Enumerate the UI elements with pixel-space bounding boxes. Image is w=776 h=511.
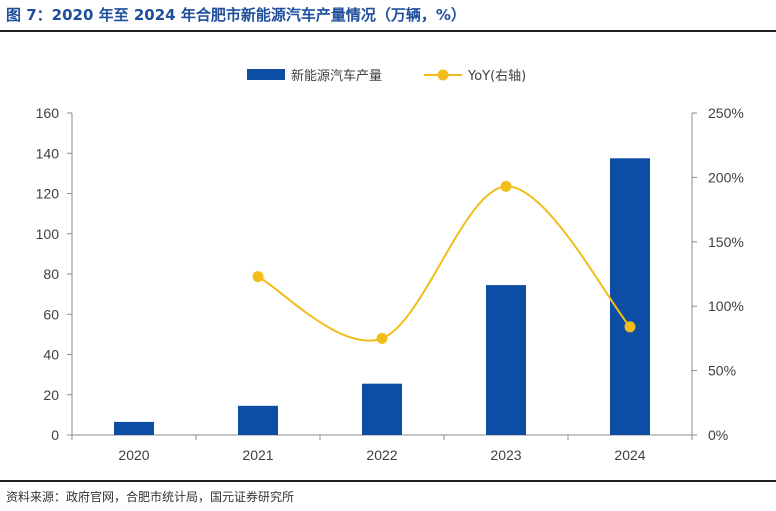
bar-2021: [238, 405, 278, 435]
yoy-point-2023: [500, 180, 512, 192]
x-tick-label: 2021: [242, 447, 273, 463]
title-divider: [0, 30, 776, 32]
right-tick-label: 100%: [708, 298, 744, 314]
legend-bar-swatch: [247, 69, 285, 80]
bar-2020: [114, 421, 154, 435]
left-tick-label: 160: [36, 105, 60, 121]
left-tick-label: 60: [43, 306, 59, 322]
yoy-point-2024: [624, 321, 636, 333]
left-tick-label: 140: [36, 145, 60, 161]
legend-bar-label: 新能源汽车产量: [291, 68, 382, 84]
bar-2022: [362, 383, 402, 435]
left-tick-label: 120: [36, 186, 60, 202]
legend-line-marker: [437, 69, 449, 81]
left-tick-label: 20: [43, 387, 59, 403]
bar-2023: [486, 285, 526, 435]
right-tick-label: 0%: [708, 427, 728, 443]
left-tick-label: 0: [51, 427, 59, 443]
x-tick-label: 2022: [366, 447, 397, 463]
yoy-point-2021: [252, 271, 264, 283]
right-tick-label: 50%: [708, 363, 736, 379]
left-tick-label: 40: [43, 347, 59, 363]
x-tick-label: 2023: [490, 447, 521, 463]
x-tick-label: 2020: [118, 447, 149, 463]
x-tick-label: 2024: [614, 447, 645, 463]
yoy-line: [257, 185, 631, 342]
source-divider: [0, 480, 776, 482]
legend-line-label: YoY(右轴): [467, 69, 526, 84]
right-tick-label: 250%: [708, 105, 744, 121]
bar-2024: [610, 158, 650, 435]
right-tick-label: 150%: [708, 234, 744, 250]
left-tick-label: 100: [36, 226, 60, 242]
figure-title: 图 7：2020 年至 2024 年合肥市新能源汽车产量情况（万辆，%）: [6, 6, 466, 24]
right-tick-label: 200%: [708, 169, 744, 185]
left-tick-label: 80: [43, 266, 59, 282]
source-note: 资料来源：政府官网，合肥市统计局，国元证券研究所: [6, 490, 295, 504]
chart-svg: 0 20 40 60 80 100 120 140 160 0% 50% 100% 150% 200% 25…: [36, 68, 744, 463]
yoy-point-2022: [376, 332, 388, 344]
